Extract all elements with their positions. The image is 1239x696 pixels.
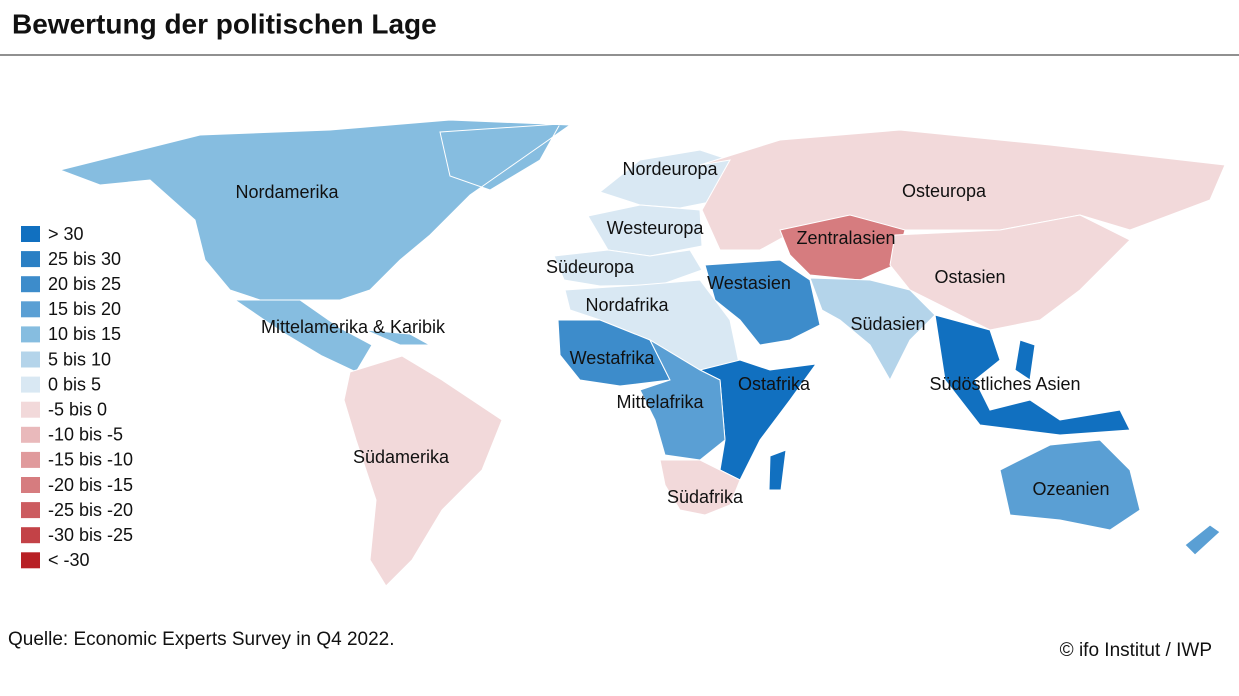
legend-swatch <box>21 552 40 569</box>
legend-swatch <box>21 351 40 368</box>
legend-label: -10 bis -5 <box>48 425 123 445</box>
legend-swatch <box>21 301 40 318</box>
region-shape <box>233 299 431 373</box>
region-label: Nordeuropa <box>622 159 718 179</box>
region-label: Zentralasien <box>796 228 895 248</box>
region-shape <box>343 355 503 587</box>
region-shape <box>934 314 1131 436</box>
legend-swatch <box>21 401 40 418</box>
legend-label: 25 bis 30 <box>48 249 121 269</box>
legend-swatch <box>21 276 40 293</box>
region-label: Ostasien <box>934 267 1005 287</box>
legend-swatch <box>21 376 40 393</box>
legend-label: 20 bis 25 <box>48 274 121 294</box>
region-label: Südasien <box>850 314 925 334</box>
legend-swatch <box>21 477 40 493</box>
region-shape <box>779 214 906 281</box>
legend-swatch <box>21 226 40 242</box>
region-label: Mittelafrika <box>616 392 704 412</box>
region-shape <box>889 214 1131 331</box>
legend-label: 15 bis 20 <box>48 299 121 319</box>
legend-label: < -30 <box>48 550 90 570</box>
region-label: Westasien <box>707 273 791 293</box>
region-label: Ostafrika <box>738 374 811 394</box>
legend-label: 10 bis 15 <box>48 324 121 344</box>
legend-swatch <box>21 326 40 343</box>
region-shape <box>58 119 572 301</box>
region-label: Ozeanien <box>1032 479 1109 499</box>
legend-label: -15 bis -10 <box>48 450 133 470</box>
region-label: Südeuropa <box>546 257 635 277</box>
region-shape <box>553 249 703 287</box>
region-label: Südafrika <box>667 487 744 507</box>
region-label: Westeuropa <box>607 218 705 238</box>
region-shape <box>999 439 1221 556</box>
legend: > 30 25 bis 30 20 bis 25 15 bis 20 10 bis 15… <box>21 224 133 570</box>
legend-label: -20 bis -15 <box>48 475 133 495</box>
legend-label: -25 bis -20 <box>48 500 133 520</box>
region-label: Osteuropa <box>902 181 987 201</box>
legend-swatch <box>21 451 40 468</box>
region-label: Südöstliches Asien <box>929 374 1080 394</box>
legend-swatch <box>21 251 40 268</box>
region-label: Nordamerika <box>235 182 339 202</box>
legend-swatch <box>21 502 40 519</box>
region-shape <box>639 338 726 461</box>
legend-label: 0 bis 5 <box>48 374 101 394</box>
region-label: Westafrika <box>570 348 656 368</box>
region-shape <box>557 319 671 387</box>
region-shape <box>809 277 936 382</box>
legend-swatch <box>21 527 40 544</box>
regions <box>58 119 1226 587</box>
region-shape <box>704 259 821 346</box>
region-label: Mittelamerika & Karibik <box>261 317 446 337</box>
legend-label: > 30 <box>48 224 84 244</box>
legend-label: -30 bis -25 <box>48 525 133 545</box>
region-labels: Nordamerika Mittelamerika & Karibik Südame… <box>235 159 1109 507</box>
region-shape <box>659 459 741 516</box>
source: Quelle: Economic Experts Survey in Q4 20… <box>8 629 395 650</box>
region-label: Nordafrika <box>585 295 669 315</box>
region-label: Südamerika <box>353 447 450 467</box>
title: Bewertung der politischen Lage <box>12 8 437 39</box>
legend-label: 5 bis 10 <box>48 349 111 369</box>
legend-swatch <box>21 426 40 443</box>
credit: © ifo Institut / IWP <box>1060 640 1212 661</box>
legend-label: -5 bis 0 <box>48 399 107 419</box>
